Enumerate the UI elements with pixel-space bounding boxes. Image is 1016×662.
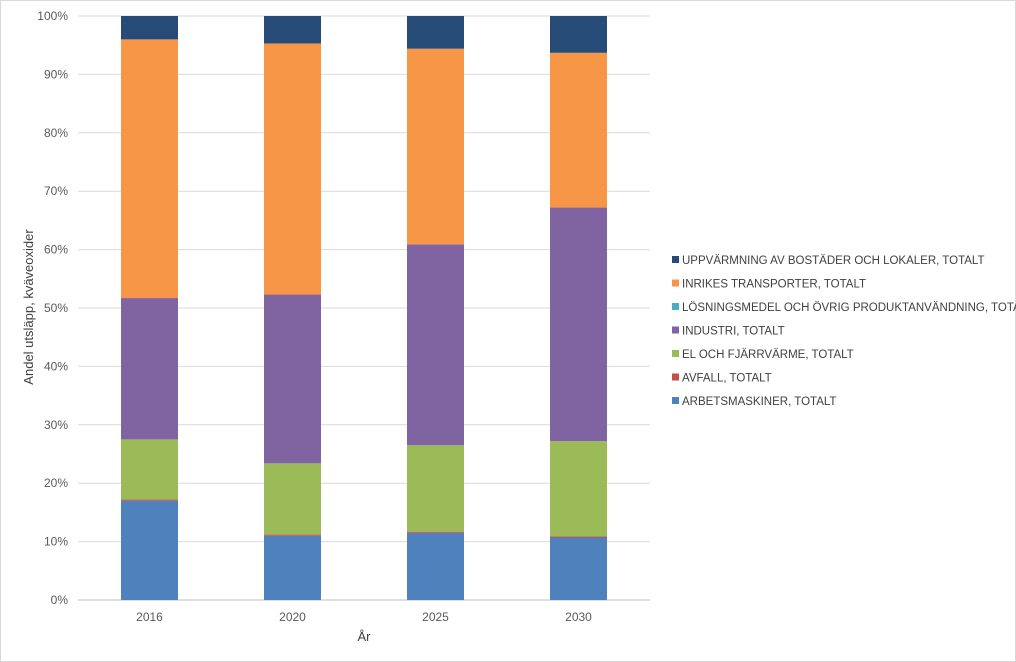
legend-item: LÖSNINGSMEDEL OCH ÖVRIG PRODUKTANVÄNDNIN… xyxy=(672,302,1016,314)
bar-segment xyxy=(121,499,178,501)
y-tick-label: 100% xyxy=(37,9,68,23)
legend-label: UPPVÄRMNING AV BOSTÄDER OCH LOKALER, TOT… xyxy=(682,255,984,267)
y-tick-label: 40% xyxy=(44,359,68,373)
legend-swatch xyxy=(672,279,679,287)
legend-item: INRIKES TRANSPORTER, TOTALT xyxy=(672,279,866,291)
bar-segment xyxy=(121,16,178,40)
bars xyxy=(121,16,607,600)
bar-segment xyxy=(264,534,321,536)
bar-segment xyxy=(121,439,178,500)
y-tick-labels: 0% 10% 20% 30% 40% 50% 60% 70% 80% 90% 100% xyxy=(37,9,68,607)
bar-segment xyxy=(550,16,607,53)
legend-item: AVFALL, TOTALT xyxy=(672,373,772,385)
legend: UPPVÄRMNING AV BOSTÄDER OCH LOKALER, TOT… xyxy=(672,255,1016,408)
legend-label: EL OCH FJÄRRVÄRME, TOTALT xyxy=(682,349,854,361)
bar-segment xyxy=(121,298,178,440)
legend-swatch xyxy=(672,373,679,381)
bar-segment xyxy=(121,500,178,600)
x-tick-label: 2030 xyxy=(565,610,592,624)
y-tick-label: 10% xyxy=(44,535,68,549)
y-axis-title: Andel utsläpp, kväveoxider xyxy=(21,229,36,385)
bar-segment xyxy=(407,48,464,245)
bar-segment xyxy=(407,244,464,446)
legend-swatch xyxy=(672,256,679,263)
y-tick-label: 50% xyxy=(44,301,68,315)
x-axis-title: År xyxy=(358,629,372,644)
legend-label: AVFALL, TOTALT xyxy=(682,373,772,385)
x-tick-label: 2020 xyxy=(279,610,306,624)
bar-segment xyxy=(407,16,464,49)
y-tick-label: 80% xyxy=(44,126,68,140)
bar-segment xyxy=(550,537,607,600)
y-tick-label: 0% xyxy=(51,593,69,607)
bar-segment xyxy=(550,441,607,537)
y-tick-label: 30% xyxy=(44,418,68,432)
legend-swatch xyxy=(672,350,679,357)
bar-segment xyxy=(550,536,607,538)
y-tick-label: 20% xyxy=(44,476,68,490)
x-tick-labels: 2016 2020 2025 2030 xyxy=(136,610,592,624)
bar-segment xyxy=(550,52,607,208)
legend-label: LÖSNINGSMEDEL OCH ÖVRIG PRODUKTANVÄNDNIN… xyxy=(682,302,1016,314)
legend-swatch xyxy=(672,397,679,404)
y-tick-label: 70% xyxy=(44,184,68,198)
bar-segment xyxy=(407,531,464,533)
legend-item: EL OCH FJÄRRVÄRME, TOTALT xyxy=(672,349,854,361)
legend-label: INDUSTRI, TOTALT xyxy=(682,326,785,338)
legend-item: ARBETSMASKINER, TOTALT xyxy=(672,396,836,408)
legend-label: ARBETSMASKINER, TOTALT xyxy=(682,396,836,408)
bar-segment xyxy=(264,535,321,600)
x-tick-label: 2016 xyxy=(136,610,163,624)
legend-item: UPPVÄRMNING AV BOSTÄDER OCH LOKALER, TOT… xyxy=(672,255,984,267)
legend-item: INDUSTRI, TOTALT xyxy=(672,326,785,338)
bar-segment xyxy=(264,43,321,295)
y-tick-label: 90% xyxy=(44,67,68,81)
bar-segment xyxy=(264,294,321,464)
bar-segment xyxy=(121,39,178,299)
bar-segment xyxy=(264,16,321,44)
bar-segment xyxy=(407,445,464,532)
y-tick-label: 60% xyxy=(44,243,68,257)
x-tick-label: 2025 xyxy=(422,610,449,624)
bar-segment xyxy=(550,207,607,442)
bar-segment xyxy=(264,463,321,535)
bar-segment xyxy=(407,532,464,600)
legend-swatch xyxy=(672,303,679,310)
legend-swatch xyxy=(672,326,679,334)
legend-label: INRIKES TRANSPORTER, TOTALT xyxy=(682,279,866,291)
